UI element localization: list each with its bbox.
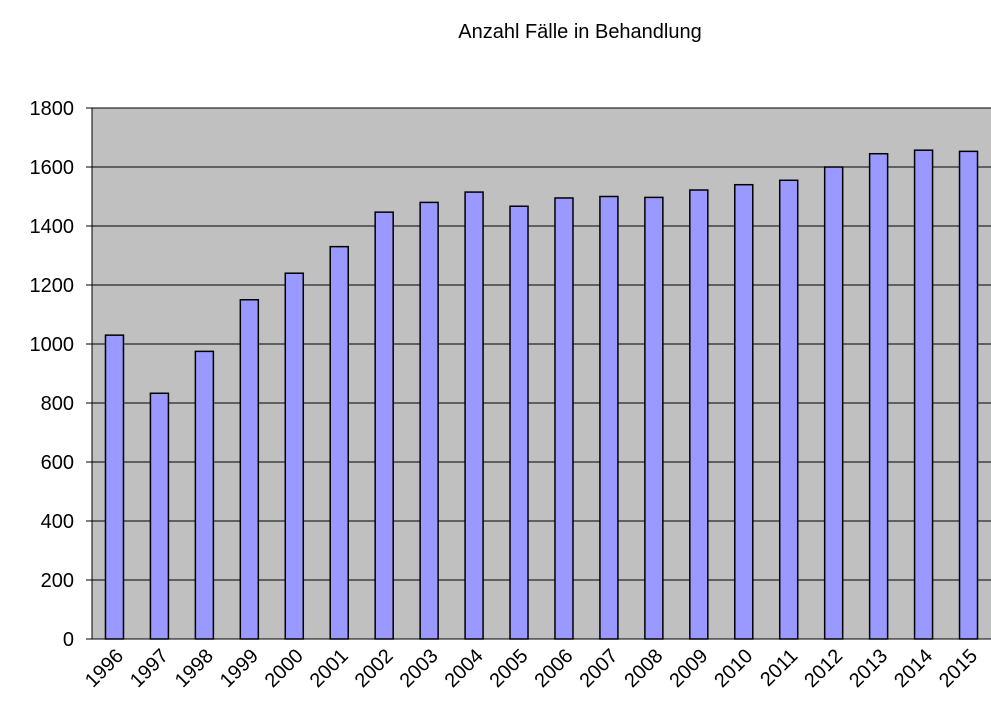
bar bbox=[554, 197, 574, 640]
bar bbox=[599, 195, 619, 640]
x-tick-label: 2013 bbox=[845, 645, 892, 692]
x-tick-label: 2004 bbox=[441, 645, 488, 692]
bar bbox=[913, 149, 934, 640]
bar bbox=[644, 196, 664, 640]
x-tick-label: 2015 bbox=[935, 645, 982, 692]
x-tick-label: 2005 bbox=[486, 645, 533, 692]
y-tick-label: 1600 bbox=[30, 157, 75, 179]
bar bbox=[734, 183, 754, 640]
y-tick-label: 800 bbox=[41, 393, 74, 415]
x-tick-label: 1997 bbox=[126, 645, 173, 692]
x-tick-label: 2008 bbox=[620, 645, 667, 692]
x-tick-label: 2001 bbox=[306, 645, 353, 692]
y-tick-label: 1000 bbox=[30, 334, 75, 356]
bar bbox=[778, 179, 799, 640]
bar bbox=[419, 201, 439, 640]
x-tick-label: 2003 bbox=[396, 645, 443, 692]
x-tick-label: 2007 bbox=[575, 645, 622, 692]
x-tick-label: 2009 bbox=[665, 645, 712, 692]
x-tick-label: 2014 bbox=[890, 645, 937, 692]
y-tick-label: 1800 bbox=[30, 98, 75, 120]
x-tick-label: 2011 bbox=[756, 645, 802, 691]
y-tick-label: 1200 bbox=[30, 275, 75, 297]
x-tick-label: 2000 bbox=[261, 645, 308, 692]
x-tick-label: 1998 bbox=[171, 645, 218, 692]
y-tick-label: 400 bbox=[41, 511, 74, 533]
y-tick-label: 0 bbox=[63, 629, 74, 651]
x-tick-label: 2002 bbox=[351, 645, 398, 692]
bar bbox=[689, 189, 709, 640]
y-tick-label: 1400 bbox=[30, 216, 75, 238]
bar bbox=[194, 350, 215, 640]
bar bbox=[149, 392, 170, 640]
y-tick-label: 600 bbox=[41, 452, 74, 474]
bar bbox=[329, 245, 349, 640]
bar bbox=[868, 152, 889, 640]
bar bbox=[284, 272, 305, 640]
bar bbox=[823, 166, 844, 640]
bar bbox=[958, 150, 979, 640]
bar bbox=[464, 191, 484, 640]
x-tick-label: 1996 bbox=[81, 645, 128, 692]
x-tick-label: 2012 bbox=[800, 645, 847, 692]
x-tick-label: 2006 bbox=[530, 645, 577, 692]
y-tick-label: 200 bbox=[41, 570, 74, 592]
plot-area bbox=[92, 108, 991, 639]
chart-title: Anzahl Fälle in Behandlung bbox=[458, 21, 702, 43]
bar bbox=[374, 211, 394, 640]
bar bbox=[239, 299, 260, 640]
bar bbox=[104, 334, 125, 640]
x-tick-label: 1999 bbox=[216, 645, 263, 692]
bar bbox=[509, 205, 529, 640]
x-tick-label: 2010 bbox=[710, 645, 757, 692]
